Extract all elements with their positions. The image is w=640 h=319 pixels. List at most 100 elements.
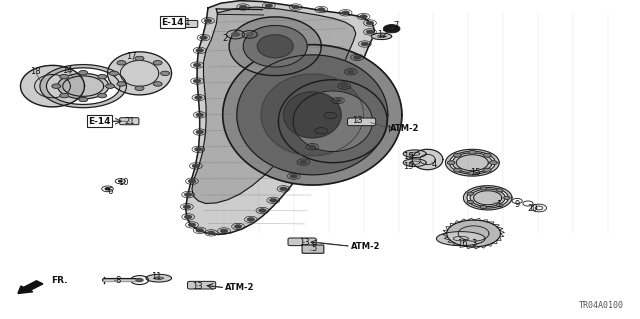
Text: 13: 13 <box>352 116 362 125</box>
Circle shape <box>136 278 143 282</box>
Circle shape <box>200 36 207 40</box>
Circle shape <box>497 189 503 192</box>
Circle shape <box>184 193 192 197</box>
Polygon shape <box>293 91 372 152</box>
Polygon shape <box>237 55 388 175</box>
Text: 9: 9 <box>515 200 520 209</box>
Text: 17: 17 <box>126 52 136 61</box>
Circle shape <box>259 209 266 212</box>
Polygon shape <box>261 74 364 156</box>
Text: 3: 3 <box>471 239 476 248</box>
Polygon shape <box>470 189 506 206</box>
Circle shape <box>220 229 228 233</box>
Circle shape <box>247 218 255 221</box>
Circle shape <box>234 225 242 228</box>
Polygon shape <box>146 274 172 282</box>
Circle shape <box>195 96 202 100</box>
Polygon shape <box>20 65 84 107</box>
Circle shape <box>366 21 374 25</box>
Circle shape <box>468 150 476 154</box>
Text: 19: 19 <box>403 162 413 171</box>
Circle shape <box>231 32 240 37</box>
Circle shape <box>467 192 474 195</box>
Polygon shape <box>284 92 341 138</box>
Circle shape <box>98 93 107 98</box>
Circle shape <box>196 48 204 52</box>
Circle shape <box>196 113 204 117</box>
Circle shape <box>480 187 486 190</box>
Circle shape <box>308 145 316 149</box>
Circle shape <box>161 71 170 76</box>
Circle shape <box>79 97 88 102</box>
Text: 21: 21 <box>180 19 191 27</box>
Text: 7: 7 <box>393 21 398 30</box>
Text: 18: 18 <box>30 67 40 76</box>
Circle shape <box>193 63 201 67</box>
Circle shape <box>98 74 107 79</box>
Polygon shape <box>223 45 402 185</box>
Text: E-14: E-14 <box>88 117 111 126</box>
Circle shape <box>504 196 510 199</box>
Circle shape <box>454 168 461 172</box>
Circle shape <box>184 215 192 219</box>
Polygon shape <box>278 80 387 163</box>
Circle shape <box>366 30 374 34</box>
Polygon shape <box>40 64 127 108</box>
FancyBboxPatch shape <box>302 245 324 253</box>
Circle shape <box>117 61 126 65</box>
Circle shape <box>239 5 247 9</box>
Circle shape <box>454 153 461 157</box>
Circle shape <box>280 187 287 191</box>
Circle shape <box>265 4 273 8</box>
Circle shape <box>317 129 325 133</box>
Circle shape <box>342 11 349 15</box>
Text: 21: 21 <box>124 117 134 126</box>
Circle shape <box>183 205 191 209</box>
Polygon shape <box>452 153 492 173</box>
Text: 2: 2 <box>223 34 228 43</box>
Circle shape <box>192 164 200 168</box>
Polygon shape <box>58 73 109 99</box>
Circle shape <box>360 15 367 19</box>
Circle shape <box>317 8 325 11</box>
Circle shape <box>193 79 201 83</box>
Polygon shape <box>257 35 293 58</box>
Circle shape <box>117 82 126 86</box>
Polygon shape <box>229 17 321 76</box>
FancyBboxPatch shape <box>188 281 216 289</box>
Text: 4: 4 <box>431 160 436 169</box>
Text: 11: 11 <box>152 272 162 281</box>
Circle shape <box>195 147 202 151</box>
Circle shape <box>118 180 122 182</box>
Circle shape <box>105 188 110 190</box>
Circle shape <box>269 198 277 202</box>
Circle shape <box>361 42 369 46</box>
Circle shape <box>153 61 162 65</box>
Text: 14: 14 <box>62 66 72 75</box>
Text: 12: 12 <box>378 30 388 39</box>
Circle shape <box>483 168 491 172</box>
Circle shape <box>387 26 396 31</box>
Circle shape <box>334 99 342 102</box>
Text: 6: 6 <box>108 187 113 196</box>
Polygon shape <box>445 149 499 176</box>
FancyBboxPatch shape <box>288 238 316 246</box>
Circle shape <box>383 25 400 33</box>
Polygon shape <box>436 232 485 246</box>
Text: 1: 1 <box>497 200 502 209</box>
Circle shape <box>290 174 298 178</box>
Text: 5: 5 <box>311 244 316 253</box>
Circle shape <box>300 160 307 164</box>
Circle shape <box>468 171 476 175</box>
Circle shape <box>347 70 355 74</box>
FancyBboxPatch shape <box>179 20 198 27</box>
Text: 20: 20 <box>527 204 538 213</box>
Circle shape <box>490 161 497 165</box>
Text: 19: 19 <box>403 152 413 161</box>
Circle shape <box>109 71 118 76</box>
Circle shape <box>326 114 334 117</box>
Text: 10: 10 <box>118 178 128 187</box>
Text: 8: 8 <box>116 276 121 285</box>
Polygon shape <box>447 220 500 247</box>
Polygon shape <box>403 159 426 167</box>
